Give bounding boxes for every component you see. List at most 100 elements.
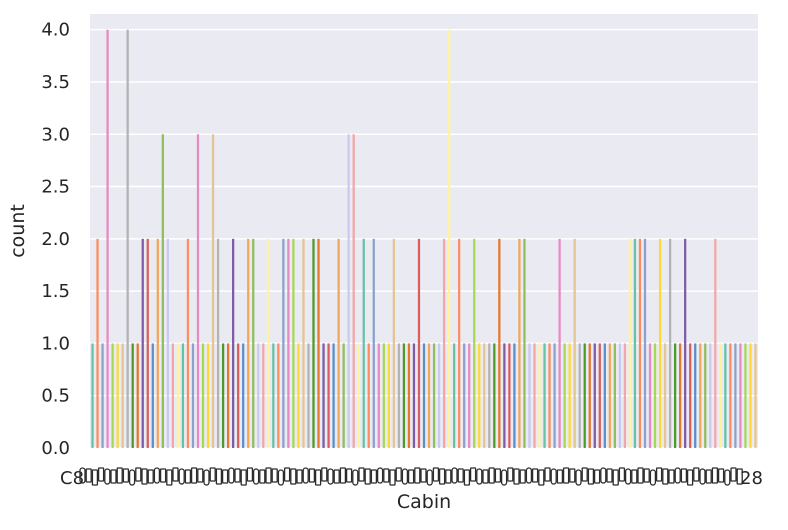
x-tick-glyph <box>655 467 663 482</box>
bar <box>317 238 320 448</box>
bar <box>548 343 551 448</box>
x-tick-glyph <box>172 467 179 482</box>
x-tick-glyph <box>147 469 154 484</box>
bar <box>473 238 476 448</box>
x-tick-glyph <box>643 468 650 483</box>
bar <box>734 343 737 448</box>
x-tick-glyph <box>612 469 619 486</box>
x-tick-glyph <box>686 469 694 486</box>
bar <box>498 238 501 448</box>
bar <box>337 238 340 448</box>
bar <box>297 343 300 448</box>
x-tick-glyph <box>463 469 471 486</box>
x-tick-glyph <box>110 469 117 484</box>
bar <box>347 134 350 448</box>
bar <box>432 343 436 448</box>
x-tick-glyph <box>339 467 347 484</box>
x-tick-glyph <box>556 469 564 484</box>
x-tick-glyph <box>494 468 502 483</box>
x-tick-glyph <box>531 468 539 483</box>
bar <box>171 343 174 448</box>
bar <box>156 238 159 448</box>
x-tick-glyph <box>215 468 223 485</box>
bar <box>427 343 431 448</box>
bar <box>653 343 657 448</box>
x-tick-glyph <box>395 467 402 482</box>
x-tick-glyph <box>401 468 409 485</box>
bar <box>447 29 451 448</box>
bar <box>578 343 581 448</box>
bar <box>422 343 426 448</box>
bar <box>397 343 401 448</box>
bar <box>643 238 647 448</box>
x-tick-glyph <box>370 469 378 484</box>
x-tick-glyph <box>259 469 266 484</box>
x-tick-glyph <box>265 467 272 484</box>
x-tick-glyph <box>562 467 570 484</box>
x-tick-glyph <box>364 468 371 485</box>
bar <box>719 343 722 448</box>
bar <box>136 343 139 448</box>
x-tick-glyph <box>190 467 198 484</box>
x-tick-glyph <box>724 469 731 486</box>
bar <box>513 343 516 448</box>
bar <box>744 343 747 448</box>
x-tick-glyph <box>606 468 613 483</box>
x-tick-glyph <box>414 467 421 484</box>
bar <box>191 343 195 448</box>
x-tick-glyph <box>457 468 464 483</box>
x-tick-labels: C8 28 <box>60 467 763 489</box>
x-tick-glyph <box>693 467 700 482</box>
x-tick-glyph <box>538 469 545 486</box>
bar <box>593 343 596 448</box>
x-tick-glyph <box>178 468 185 485</box>
x-tick-glyph <box>593 469 601 484</box>
bar <box>417 238 421 448</box>
x-tick-glyph <box>221 469 229 484</box>
bar <box>679 343 682 448</box>
bar <box>206 343 210 448</box>
x-tick-glyph <box>668 469 675 484</box>
x-tick-glyph <box>420 468 427 483</box>
bar <box>307 343 310 448</box>
bar <box>553 343 556 448</box>
bar <box>628 238 632 448</box>
x-tick-glyph <box>438 468 446 485</box>
bar <box>709 343 712 448</box>
bar <box>272 343 275 448</box>
x-tick-glyph <box>97 467 105 482</box>
bar <box>327 343 330 448</box>
x-tick-glyph <box>85 468 92 483</box>
bar <box>528 343 531 448</box>
bar <box>739 343 742 448</box>
bar <box>91 343 94 448</box>
bar <box>478 343 481 448</box>
overlapping-x-labels <box>79 467 743 486</box>
bar <box>277 343 280 448</box>
x-tick-glyph <box>544 467 551 482</box>
x-tick-glyph <box>618 467 626 482</box>
bar <box>407 343 411 448</box>
y-tick-label: 0.0 <box>41 438 70 459</box>
x-tick-glyph <box>730 467 737 482</box>
y-tick-labels: 0.0 0.5 1.0 1.5 2.0 2.5 3.0 3.5 4.0 <box>41 20 70 459</box>
x-tick-glyph <box>699 468 706 485</box>
bar <box>312 238 315 448</box>
x-tick-glyph <box>513 468 520 485</box>
bar <box>382 343 385 448</box>
x-tick-glyph <box>79 467 86 484</box>
x-tick-glyph <box>500 469 508 486</box>
bar <box>638 238 642 448</box>
bar <box>402 343 406 448</box>
x-tick-glyph <box>488 467 495 484</box>
bar <box>96 238 99 448</box>
bar <box>613 343 616 448</box>
bar <box>377 343 380 448</box>
bar <box>151 343 154 448</box>
bar <box>352 134 355 448</box>
bar <box>111 343 114 448</box>
bar <box>362 238 365 448</box>
bar <box>714 238 717 448</box>
x-tick-glyph <box>104 468 111 485</box>
bar <box>573 238 576 448</box>
